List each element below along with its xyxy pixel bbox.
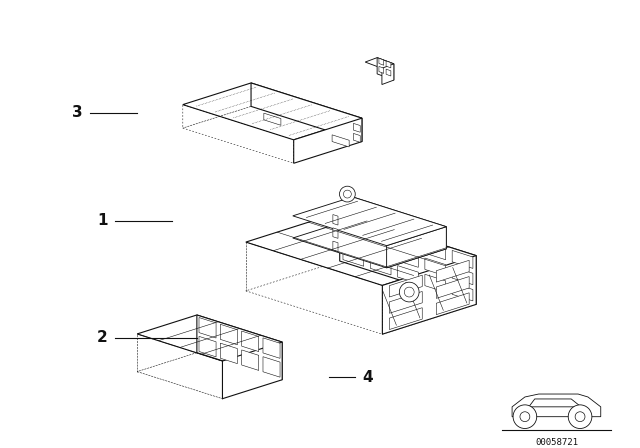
Polygon shape: [333, 241, 338, 252]
Circle shape: [513, 405, 537, 428]
Polygon shape: [183, 83, 362, 140]
Polygon shape: [343, 248, 364, 266]
Polygon shape: [292, 219, 446, 268]
Polygon shape: [397, 233, 419, 251]
Polygon shape: [220, 324, 237, 345]
Circle shape: [339, 186, 355, 202]
Polygon shape: [452, 283, 473, 301]
Polygon shape: [343, 216, 364, 234]
Text: 1: 1: [97, 213, 108, 228]
Polygon shape: [251, 83, 362, 142]
Circle shape: [404, 287, 414, 297]
Polygon shape: [386, 61, 391, 68]
Polygon shape: [389, 308, 422, 330]
Polygon shape: [436, 276, 469, 298]
Polygon shape: [292, 197, 446, 246]
Polygon shape: [220, 343, 237, 364]
Polygon shape: [386, 69, 391, 76]
Polygon shape: [389, 292, 422, 313]
Polygon shape: [425, 258, 445, 276]
Text: 3: 3: [72, 105, 83, 120]
Polygon shape: [353, 134, 360, 142]
Polygon shape: [382, 256, 476, 334]
Polygon shape: [425, 242, 445, 260]
Polygon shape: [377, 58, 394, 80]
Polygon shape: [343, 232, 364, 250]
Polygon shape: [263, 338, 280, 358]
Polygon shape: [436, 293, 469, 314]
Polygon shape: [371, 224, 391, 242]
Polygon shape: [294, 118, 362, 163]
Polygon shape: [199, 336, 216, 357]
Polygon shape: [365, 58, 394, 68]
Polygon shape: [246, 212, 476, 285]
Polygon shape: [199, 318, 216, 338]
Polygon shape: [389, 275, 422, 297]
Polygon shape: [264, 113, 281, 125]
Circle shape: [344, 190, 351, 198]
Polygon shape: [197, 315, 282, 380]
Polygon shape: [452, 267, 473, 284]
Polygon shape: [263, 357, 280, 377]
Polygon shape: [436, 260, 469, 282]
Polygon shape: [333, 215, 338, 225]
Polygon shape: [371, 241, 391, 258]
Polygon shape: [382, 64, 394, 85]
Polygon shape: [529, 399, 581, 407]
Text: 2: 2: [97, 330, 108, 345]
Polygon shape: [512, 394, 601, 417]
Circle shape: [568, 405, 592, 428]
Polygon shape: [340, 212, 476, 304]
Polygon shape: [353, 123, 360, 132]
Text: 00058721: 00058721: [535, 438, 578, 448]
Polygon shape: [397, 250, 419, 267]
Polygon shape: [379, 58, 384, 65]
Polygon shape: [332, 135, 349, 147]
Polygon shape: [425, 274, 445, 292]
Polygon shape: [353, 197, 446, 249]
Circle shape: [575, 412, 585, 422]
Polygon shape: [387, 227, 446, 268]
Circle shape: [520, 412, 530, 422]
Text: 4: 4: [362, 370, 372, 385]
Polygon shape: [333, 228, 338, 238]
Polygon shape: [379, 66, 384, 73]
Polygon shape: [452, 250, 473, 268]
Polygon shape: [242, 331, 259, 352]
Polygon shape: [371, 257, 391, 275]
Polygon shape: [137, 315, 282, 361]
Polygon shape: [242, 350, 259, 370]
Polygon shape: [223, 342, 282, 399]
Circle shape: [399, 282, 419, 302]
Polygon shape: [397, 266, 419, 284]
